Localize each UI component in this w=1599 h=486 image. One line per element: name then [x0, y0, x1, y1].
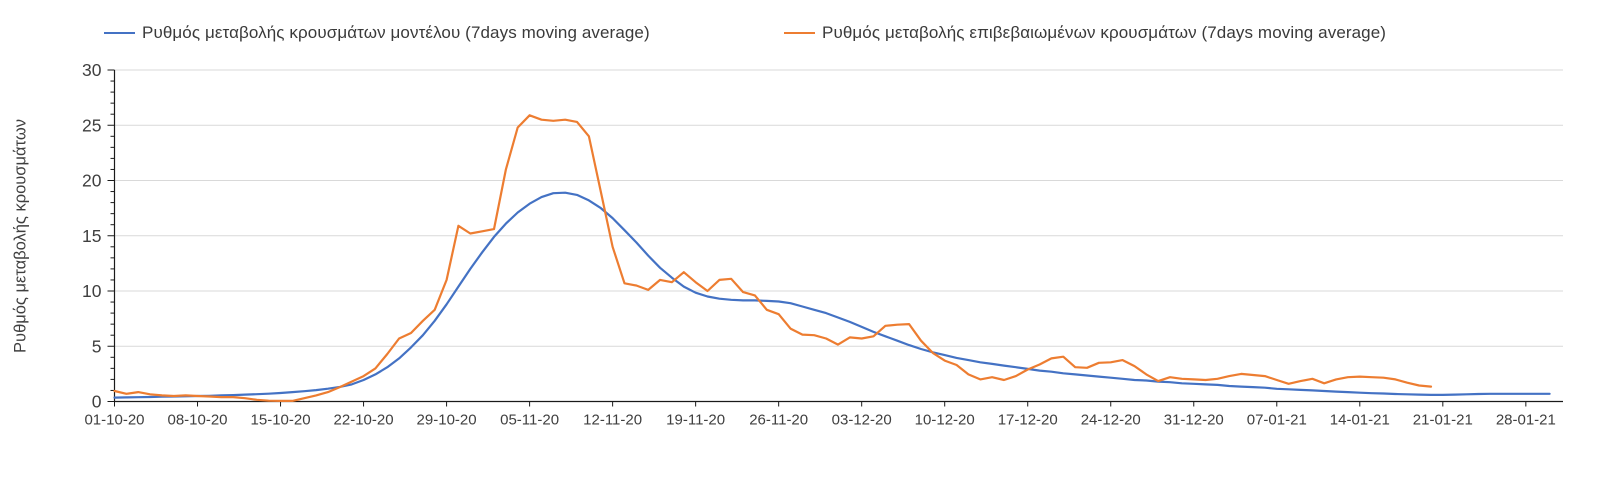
x-tick-label: 22-10-20 [334, 412, 394, 429]
y-tick-label: 15 [82, 226, 101, 246]
x-tick-label: 10-12-20 [915, 412, 975, 429]
x-tick-label: 28-01-21 [1496, 412, 1556, 429]
x-tick-label: 21-01-21 [1413, 412, 1473, 429]
x-tick-label: 14-01-21 [1330, 412, 1390, 429]
x-tick-label: 07-01-21 [1247, 412, 1307, 429]
x-ticks [114, 401, 1527, 407]
model-line-swatch-icon [104, 32, 135, 34]
y-gridlines [114, 69, 1563, 347]
x-tick-label: 12-11-20 [583, 412, 642, 429]
series-line-confirmed [113, 114, 1433, 402]
x-tick-label: 08-10-20 [167, 412, 227, 429]
legend-item-model: Ρυθμός μεταβολής κρουσμάτων μοντέλου (7d… [104, 23, 650, 43]
x-tick-label: 19-11-20 [666, 412, 725, 429]
x-tick-labels: 01-10-20 08-10-20 15-10-20 22-10-20 29-10-20… [84, 412, 1555, 429]
x-tick-label: 05-11-20 [500, 412, 559, 429]
x-tick-label: 03-12-20 [832, 412, 892, 429]
x-tick-label: 01-10-20 [84, 412, 144, 429]
x-tick-label: 26-11-20 [749, 412, 808, 429]
y-axis-title: Ρυθμός μεταβολής κρουσμάτων [11, 119, 30, 353]
legend-label-confirmed: Ρυθμός μεταβολής επιβεβαιωμένων κρουσμάτ… [822, 23, 1387, 42]
series-line-model [113, 191, 1551, 399]
legend-label-model: Ρυθμός μεταβολής κρουσμάτων μοντέλου (7d… [142, 23, 650, 42]
x-tick-label: 29-10-20 [417, 412, 477, 429]
y-tick-label: 20 [82, 171, 102, 191]
y-tick-labels: 0 5 10 15 20 25 30 [82, 60, 102, 412]
y-tick-label: 10 [82, 281, 102, 301]
y-tick-label: 5 [92, 336, 102, 356]
x-tick-label: 24-12-20 [1081, 412, 1141, 429]
y-tick-label: 25 [82, 115, 101, 135]
y-ticks [107, 69, 115, 402]
legend-item-confirmed: Ρυθμός μεταβολής επιβεβαιωμένων κρουσμάτ… [784, 23, 1386, 43]
y-tick-label: 30 [82, 60, 102, 80]
x-tick-label: 15-10-20 [251, 412, 311, 429]
x-tick-label: 17-12-20 [998, 412, 1058, 429]
confirmed-line-swatch-icon [784, 32, 815, 34]
x-tick-label: 31-12-20 [1164, 412, 1224, 429]
y-tick-label: 0 [92, 392, 102, 412]
